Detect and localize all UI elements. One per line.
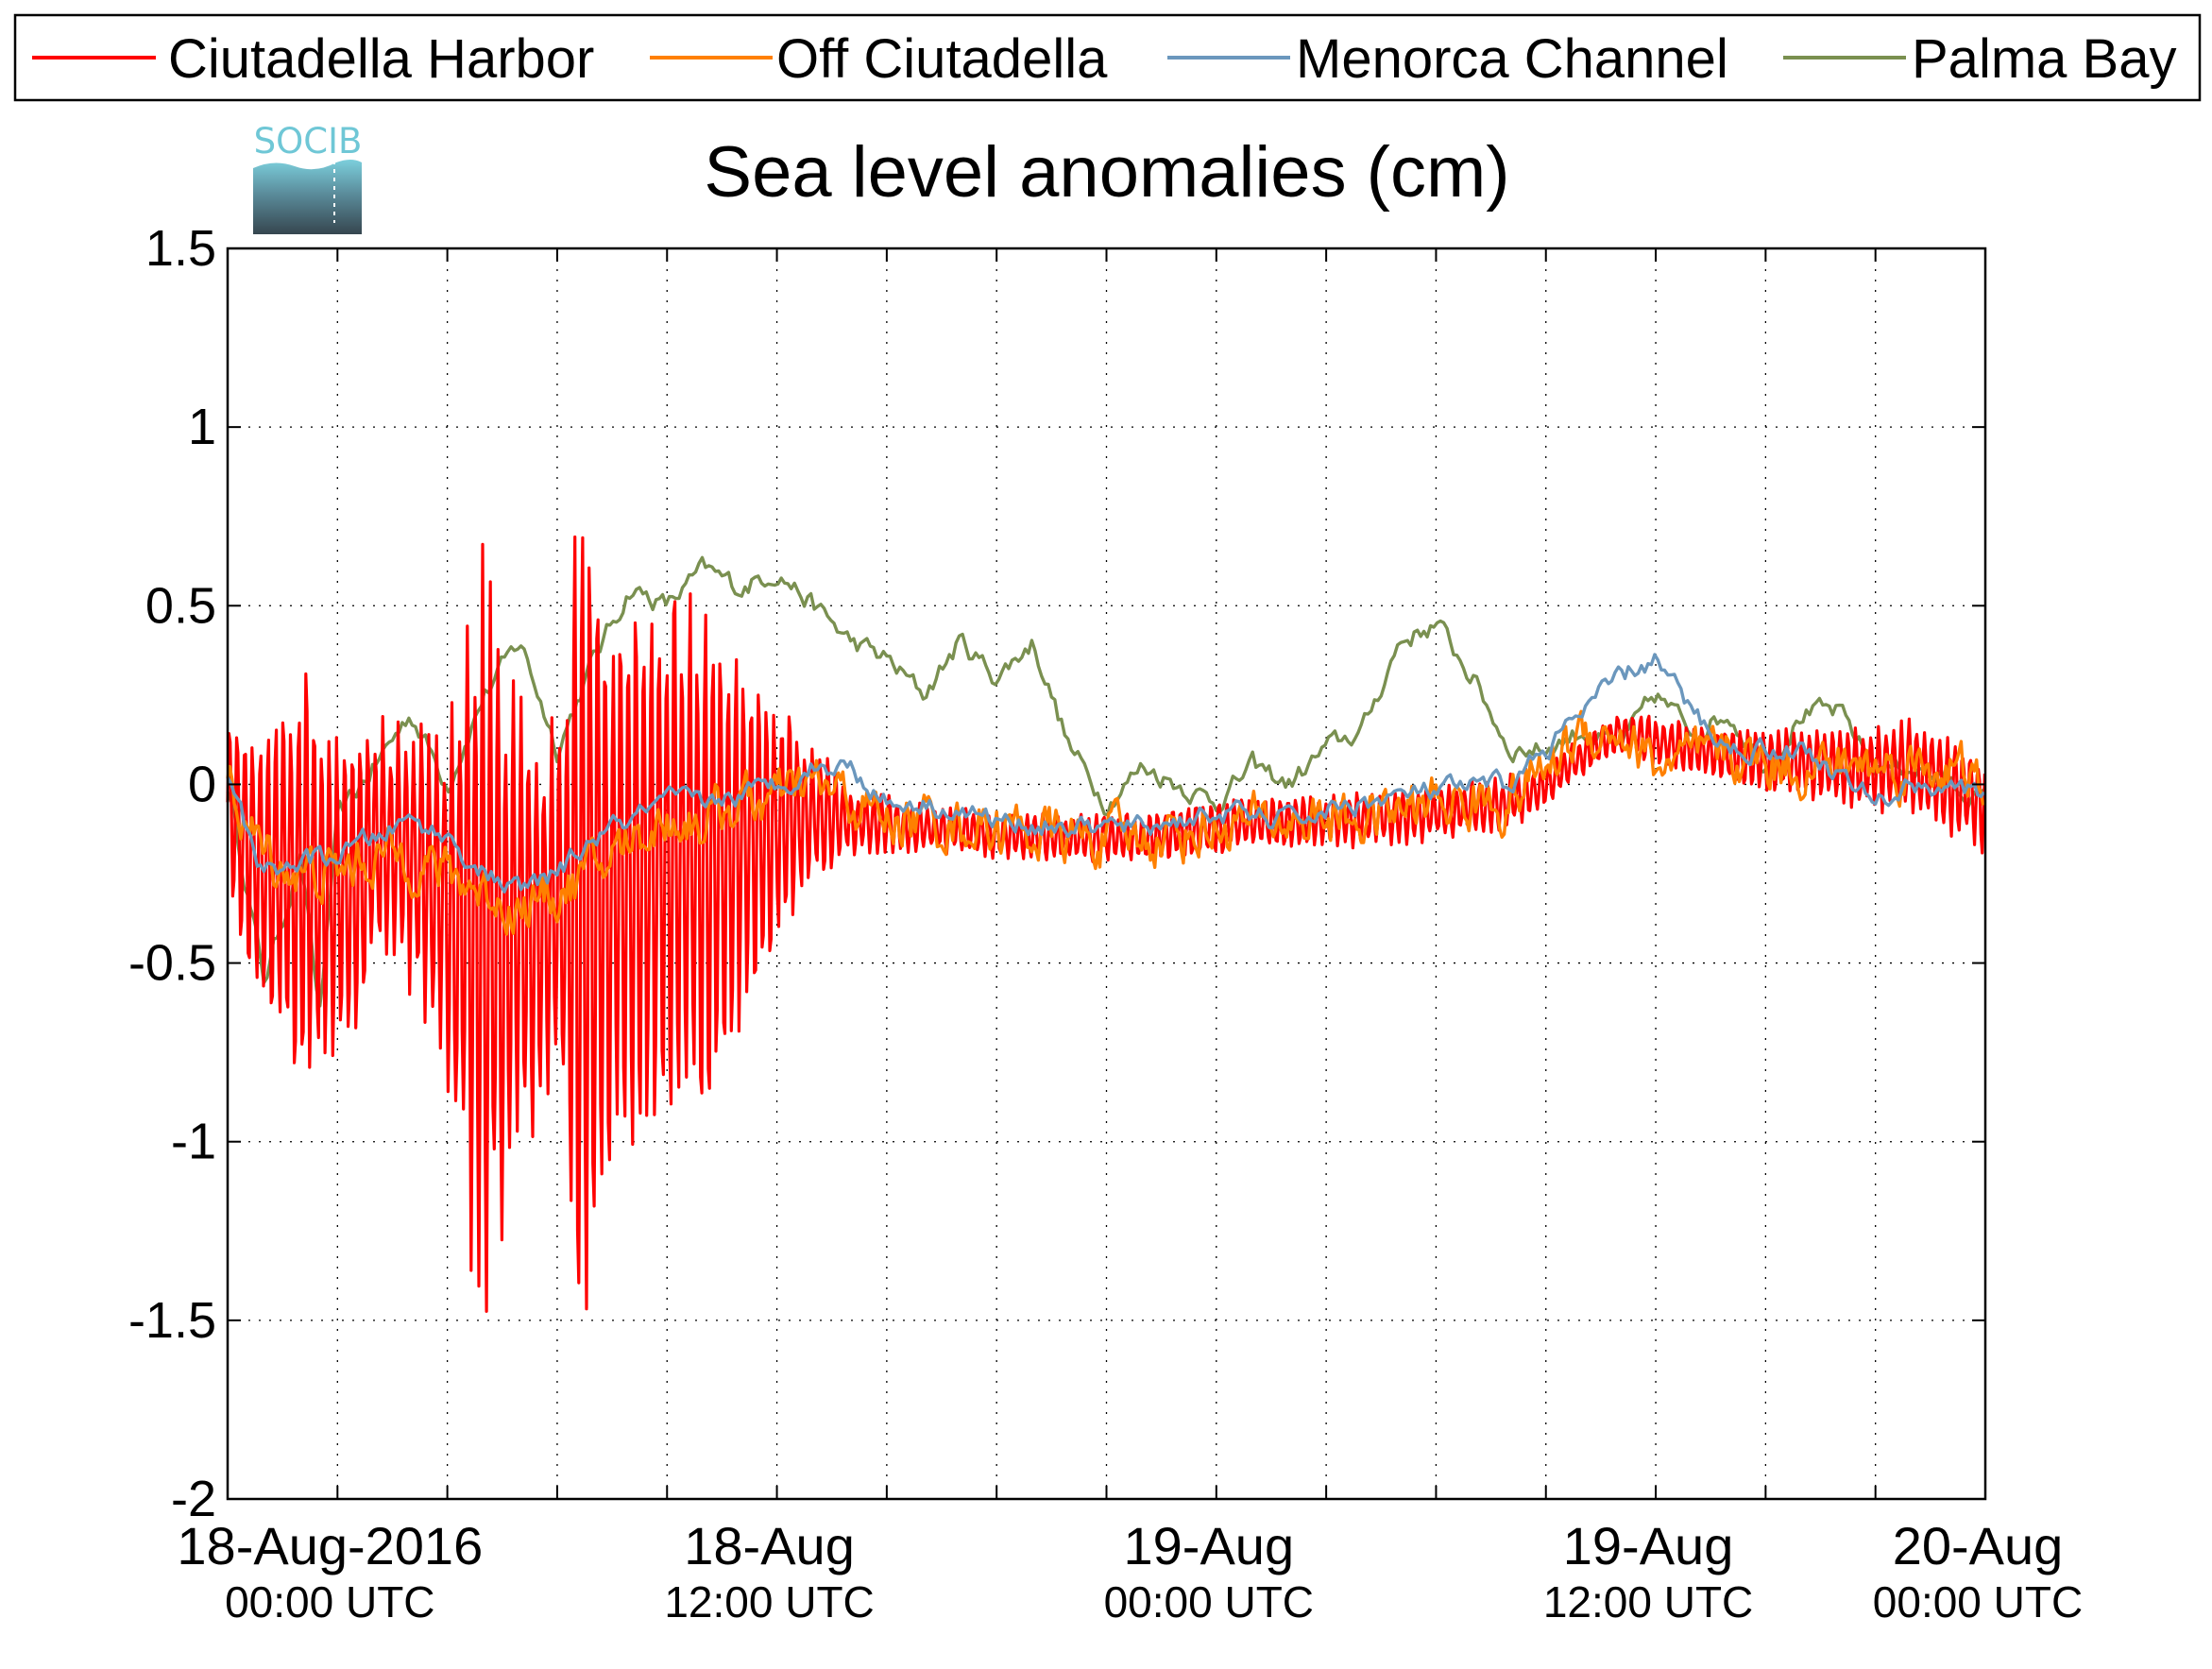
y-tick-label: -2 (171, 1471, 216, 1527)
series-line-off-ciutadella (226, 709, 1985, 936)
legend: Ciutadella Harbor Off Ciutadella Menorca… (13, 13, 2202, 102)
x-tick-label-date: 19-Aug (1124, 1516, 1295, 1575)
x-tick-label-date: 18-Aug (684, 1516, 855, 1575)
chart-title: Sea level anomalies (cm) (704, 132, 1509, 213)
x-tick-label-time: 00:00 UTC (225, 1577, 434, 1626)
legend-label-palma-bay: Palma Bay (1912, 28, 2176, 90)
x-tick-label-time: 12:00 UTC (1543, 1577, 1753, 1626)
x-tick-label-date: 20-Aug (1893, 1516, 2064, 1575)
y-tick-label: 0 (188, 756, 216, 812)
y-tick-label: -0.5 (128, 935, 216, 992)
logo-wave-icon (253, 160, 362, 234)
x-tick-label-time: 00:00 UTC (1104, 1577, 1314, 1626)
x-tick-label-time: 00:00 UTC (1873, 1577, 2083, 1626)
series-line-menorca-channel (226, 653, 1986, 894)
x-tick-label-time: 12:00 UTC (664, 1577, 874, 1626)
x-tick-label-date: 19-Aug (1563, 1516, 1734, 1575)
legend-label-off-ciutadella: Off Ciutadella (776, 28, 1108, 90)
x-tick-label-date: 18-Aug-2016 (177, 1516, 483, 1575)
y-tick-label: 1.5 (145, 220, 216, 277)
series-layer (226, 535, 1986, 1313)
y-tick-label: 0.5 (145, 577, 216, 634)
legend-label-ciutadella-harbor: Ciutadella Harbor (168, 28, 594, 90)
ticks (228, 247, 1985, 1500)
series-line-palma-bay (226, 555, 1985, 1008)
y-tick-label: -1.5 (128, 1292, 216, 1349)
logo-text: SOCIB (254, 121, 363, 162)
socib-logo: SOCIB (253, 121, 362, 234)
legend-label-menorca-channel: Menorca Channel (1296, 28, 1728, 90)
y-tick-label: -1 (171, 1114, 216, 1170)
plot-area (226, 247, 1987, 1501)
y-axis-tick-labels: 1.5 1 0.5 0 -0.5 -1 -1.5 -2 (128, 220, 216, 1527)
y-tick-label: 1 (188, 399, 216, 455)
